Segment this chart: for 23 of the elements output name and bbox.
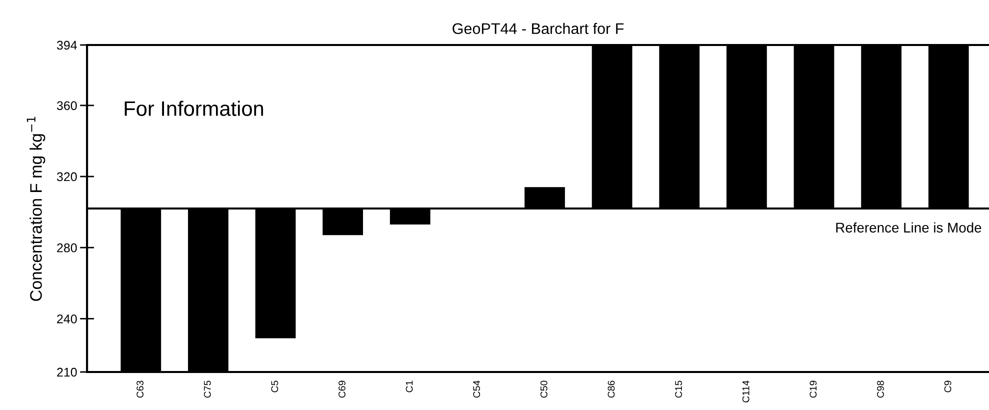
x-tick-label: C15 <box>675 380 682 398</box>
y-tick-label: 210 <box>57 368 77 377</box>
chart-title: GeoPT44 - Barchart for F <box>452 22 624 34</box>
x-tick-label: C54 <box>473 380 480 398</box>
y-tick-label: 240 <box>57 314 77 324</box>
x-tick-label: C86 <box>608 380 615 398</box>
x-tick-label: C63 <box>136 380 144 398</box>
x-tick-label: C98 <box>877 380 884 398</box>
y-tick-label: 280 <box>57 243 77 252</box>
x-tick-label: C114 <box>742 380 750 402</box>
x-tick-label: C75 <box>204 380 211 398</box>
x-tick-label: C1 <box>406 380 413 392</box>
y-tick-label: 394 <box>56 40 77 50</box>
x-tick-label: C19 <box>810 380 817 398</box>
x-tick-label: C50 <box>540 380 548 398</box>
x-tick-label: C69 <box>338 380 346 398</box>
x-tick-label: C5 <box>271 380 278 392</box>
ref-line-label: Reference Line is Mode <box>836 222 982 233</box>
y-axis-title: Concentration F mg kg$^{−1}$ <box>26 116 46 301</box>
annotation: For Information <box>124 100 264 116</box>
x-tick-label: C9 <box>944 380 952 392</box>
y-tick-label: 320 <box>56 172 77 182</box>
y-tick-label: 360 <box>56 101 77 110</box>
